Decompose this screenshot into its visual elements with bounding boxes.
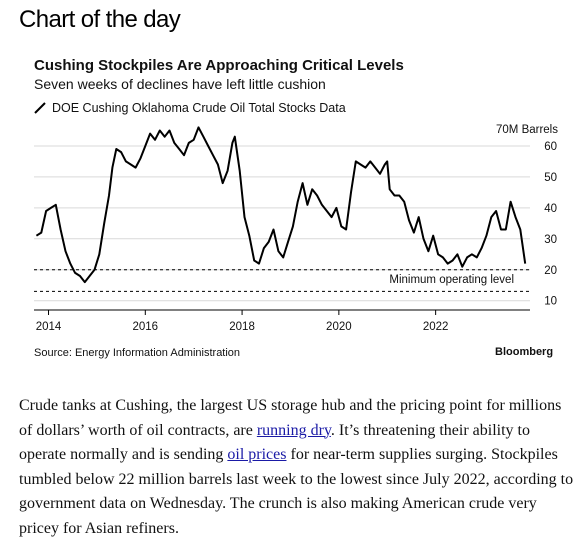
y-tick-label: 30 [544, 234, 557, 246]
chart-legend: DOE Cushing Oklahoma Crude Oil Total Sto… [34, 101, 346, 115]
y-unit-label: 70M Barrels [496, 124, 558, 136]
chart-source: Source: Energy Information Administratio… [34, 347, 241, 359]
brand-logo: Bloomberg [495, 346, 554, 358]
article-text-2: . It’s threatening their ability to oper… [19, 421, 530, 464]
chart-plot: 70M Barrels 10 20 30 40 50 60 2014 2016 2018 2020 2… [34, 124, 558, 333]
running-dry-link[interactable]: running dry [256, 421, 331, 439]
x-tick-label: 2016 [133, 321, 159, 333]
legend-line-icon [34, 102, 46, 114]
series-line [35, 126, 527, 284]
x-tick-label: 2020 [326, 321, 352, 333]
page-heading: Chart of the day [19, 6, 181, 33]
article-text-1: Crude tanks at Cushing, the largest US s… [19, 397, 562, 439]
oil-prices-link[interactable]: oil prices [227, 446, 287, 463]
minimum-operating-level-label: Minimum operating level [389, 274, 514, 286]
x-tick-label: 2022 [423, 321, 449, 333]
article-paragraph: Crude tanks at Cushing, the largest US s… [19, 394, 575, 541]
chart-title: Cushing Stockpiles Are Approaching Criti… [34, 57, 404, 74]
article-text-3: for near-term supplies surging. Stockpil… [19, 446, 574, 537]
y-tick-label: 50 [544, 172, 557, 184]
y-tick-label: 60 [544, 141, 557, 153]
y-tick-label: 10 [544, 296, 557, 308]
y-tick-label: 40 [544, 203, 557, 215]
y-tick-label: 20 [544, 265, 557, 277]
legend-label: DOE Cushing Oklahoma Crude Oil Total Sto… [52, 101, 346, 115]
chart-subtitle: Seven weeks of declines have left little… [34, 76, 326, 92]
x-tick-label: 2014 [36, 321, 62, 333]
x-tick-label: 2018 [229, 321, 255, 333]
